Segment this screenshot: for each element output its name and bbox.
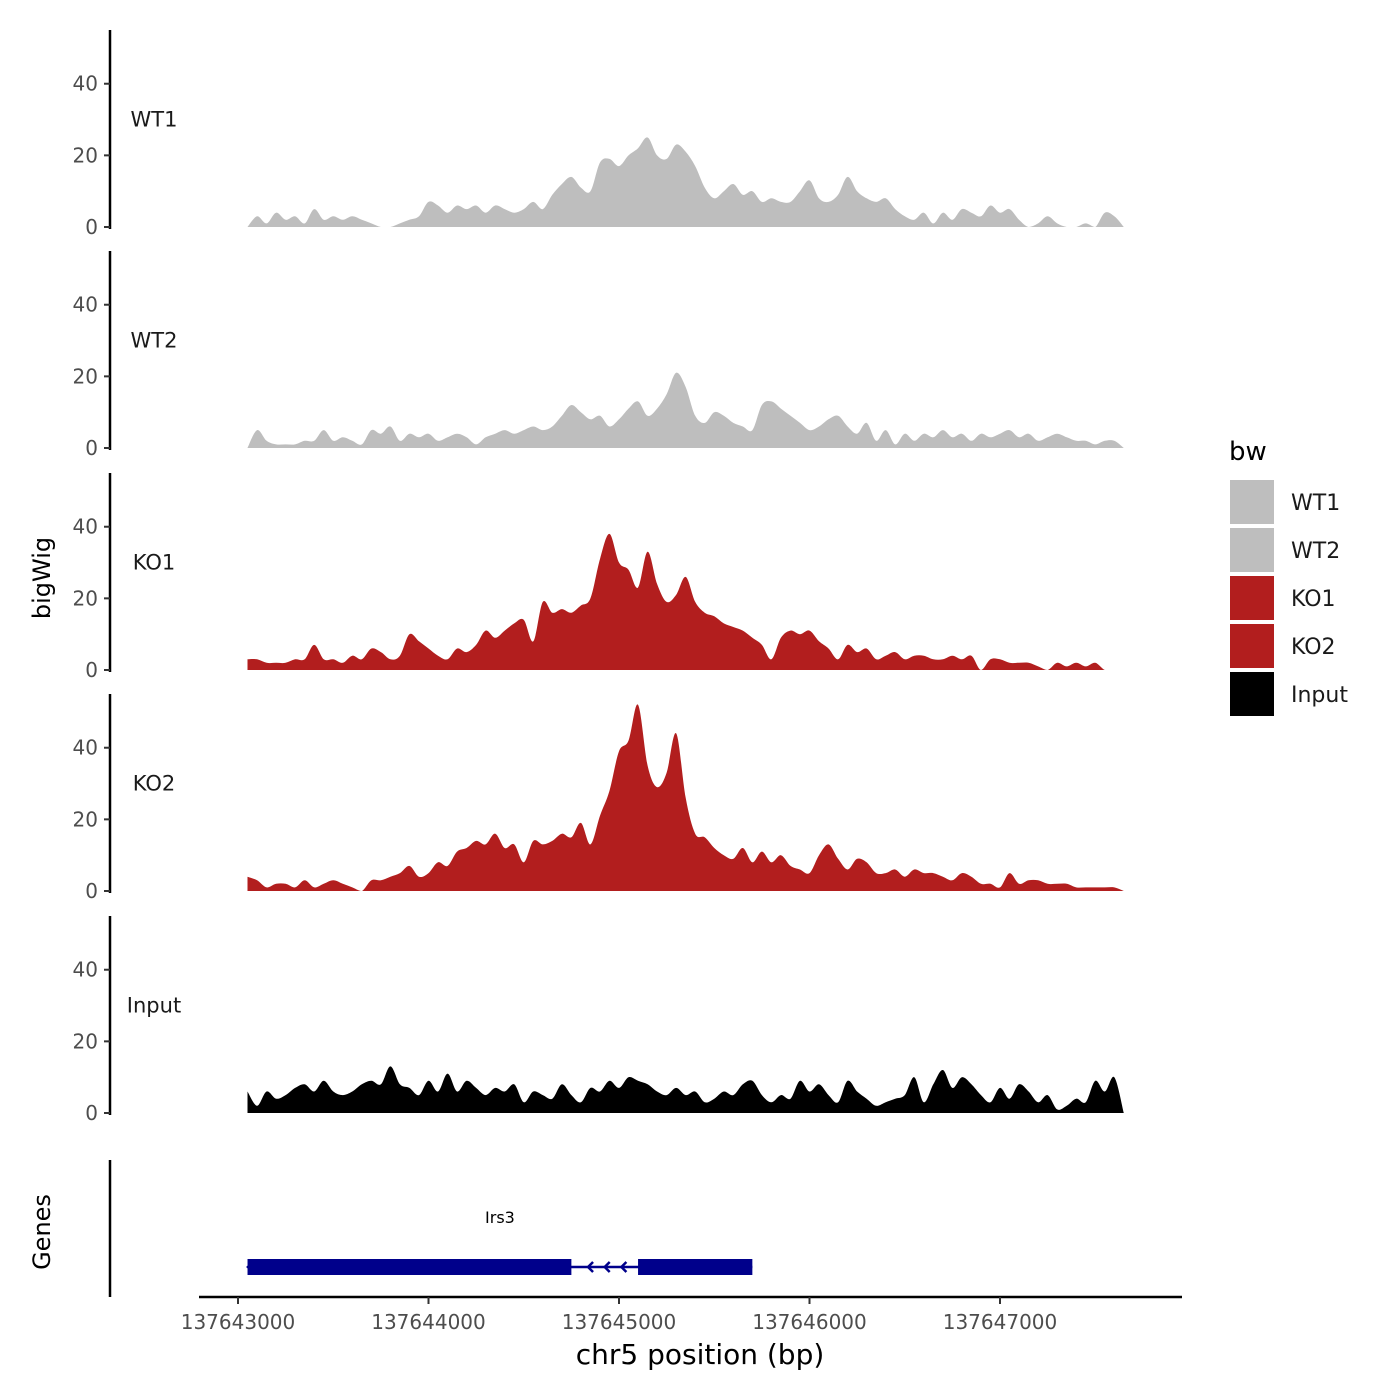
coverage-area-wt1 [247, 137, 1124, 227]
track-label: KO2 [133, 772, 176, 796]
gene-label: Irs3 [485, 1208, 515, 1227]
legend-title: bw [1229, 437, 1267, 467]
legend: bw WT1 WT2 KO1 KO2 Input [1229, 437, 1348, 716]
track-label: WT1 [131, 108, 178, 132]
x-tick-label: 137647000 [943, 1310, 1058, 1334]
legend-swatch-ko1 [1230, 576, 1274, 620]
gene-irs3: Irs3 [246, 1208, 753, 1275]
genes-axis-title: Genes [28, 1194, 56, 1270]
track-input: 0 20 40 Input [73, 916, 1124, 1125]
y-tick-label: 40 [73, 72, 98, 96]
track-label: KO1 [133, 551, 176, 575]
legend-label-ko1: KO1 [1291, 587, 1336, 612]
y-tick-label: 20 [73, 586, 98, 610]
strand-arrow [586, 1261, 594, 1273]
coverage-area-wt2 [247, 372, 1124, 448]
y-tick-label: 20 [73, 143, 98, 167]
y-tick-label: 0 [85, 215, 98, 239]
x-tick-label: 137645000 [562, 1310, 677, 1334]
y-tick-label: 0 [85, 879, 98, 903]
y-tick-label: 40 [73, 515, 98, 539]
x-axis-title: chr5 position (bp) [576, 1338, 825, 1371]
coverage-area-input [247, 1066, 1124, 1113]
y-tick-label: 0 [85, 658, 98, 682]
y-tick-label: 20 [73, 807, 98, 831]
y-tick-label: 20 [73, 364, 98, 388]
strand-arrow [246, 1261, 254, 1273]
y-tick-label: 0 [85, 436, 98, 460]
x-axis: 137643000 137644000 137645000 137646000 1376… [181, 1295, 1182, 1334]
legend-label-ko2: KO2 [1291, 635, 1336, 660]
track-label: WT2 [131, 329, 178, 353]
gene-exon [638, 1259, 753, 1275]
track-wt1: 0 20 40 WT1 [73, 30, 1124, 239]
track-wt2: 0 20 40 WT2 [73, 251, 1124, 460]
gene-panel: Irs3 [108, 1160, 753, 1297]
coverage-area-ko2 [247, 704, 1124, 891]
x-tick-label: 137643000 [181, 1310, 296, 1334]
y-tick-label: 40 [73, 736, 98, 760]
y-tick-label: 20 [73, 1029, 98, 1053]
legend-label-wt1: WT1 [1291, 491, 1340, 516]
strand-arrow [602, 1261, 611, 1273]
legend-label-input: Input [1291, 683, 1348, 708]
coverage-area-ko1 [247, 533, 1124, 670]
strand-arrow [619, 1261, 628, 1273]
x-tick-label: 137644000 [371, 1310, 486, 1334]
track-label: Input [127, 994, 181, 1018]
gene-exon [247, 1259, 572, 1275]
y-tick-label: 0 [85, 1101, 98, 1125]
legend-label-wt2: WT2 [1291, 539, 1340, 564]
track-ko2: 0 20 40 KO2 [73, 694, 1124, 903]
y-tick-label: 40 [73, 293, 98, 317]
y-tick-label: 40 [73, 958, 98, 982]
y-axis-title: bigWig [28, 537, 56, 619]
legend-swatch-wt2 [1230, 528, 1274, 572]
track-ko1: 0 20 40 KO1 [73, 473, 1124, 682]
legend-swatch-wt1 [1230, 480, 1274, 524]
track-panels: 0 20 40 WT1 0 20 40 WT2 0 20 40 KO1 0 20 40 KO2 0 20 40 Inp… [73, 30, 1124, 1125]
x-tick-label: 137646000 [752, 1310, 867, 1334]
legend-swatch-ko2 [1230, 624, 1274, 668]
legend-swatch-input [1230, 672, 1274, 716]
